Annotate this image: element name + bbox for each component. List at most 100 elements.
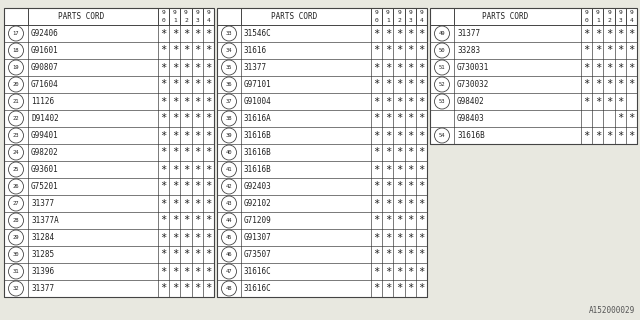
Text: 31377A: 31377A — [31, 216, 59, 225]
Text: *: * — [396, 131, 402, 140]
Text: *: * — [606, 79, 612, 90]
Text: *: * — [419, 267, 424, 276]
Text: *: * — [194, 97, 200, 107]
Text: 31616B: 31616B — [244, 148, 272, 157]
Text: 9: 9 — [195, 10, 199, 15]
Text: *: * — [161, 62, 167, 73]
Text: *: * — [407, 97, 413, 107]
Text: 17: 17 — [13, 31, 19, 36]
Text: 31377: 31377 — [31, 199, 54, 208]
Text: G71604: G71604 — [31, 80, 59, 89]
Text: *: * — [628, 45, 634, 55]
Text: *: * — [407, 215, 413, 226]
Circle shape — [8, 264, 24, 279]
Text: *: * — [161, 45, 167, 55]
Text: *: * — [595, 62, 601, 73]
Text: *: * — [606, 28, 612, 38]
Text: *: * — [205, 62, 212, 73]
Text: 36: 36 — [226, 82, 232, 87]
Text: *: * — [194, 45, 200, 55]
Text: *: * — [172, 79, 178, 90]
Bar — [217, 8, 427, 297]
Circle shape — [435, 60, 449, 75]
Text: *: * — [205, 148, 212, 157]
Text: 31616B: 31616B — [244, 131, 272, 140]
Text: *: * — [385, 267, 391, 276]
Text: *: * — [374, 62, 380, 73]
Text: D91402: D91402 — [31, 114, 59, 123]
Text: *: * — [396, 233, 402, 243]
Text: *: * — [205, 114, 212, 124]
Text: 28: 28 — [13, 218, 19, 223]
Text: *: * — [396, 148, 402, 157]
Text: 31616C: 31616C — [244, 284, 272, 293]
Text: 1: 1 — [386, 18, 390, 23]
Text: 1: 1 — [173, 18, 177, 23]
Text: *: * — [205, 181, 212, 191]
Text: *: * — [396, 250, 402, 260]
Text: *: * — [419, 284, 424, 293]
Text: 9: 9 — [207, 10, 211, 15]
Text: G97101: G97101 — [244, 80, 272, 89]
Text: *: * — [194, 79, 200, 90]
Text: *: * — [617, 97, 623, 107]
Text: *: * — [205, 131, 212, 140]
Text: *: * — [374, 215, 380, 226]
Text: *: * — [396, 79, 402, 90]
Text: *: * — [374, 198, 380, 209]
Text: *: * — [161, 164, 167, 174]
Text: *: * — [617, 28, 623, 38]
Text: 32: 32 — [13, 286, 19, 291]
Text: *: * — [205, 198, 212, 209]
Text: *: * — [595, 28, 601, 38]
Text: 33283: 33283 — [457, 46, 480, 55]
Text: *: * — [172, 181, 178, 191]
Text: *: * — [396, 28, 402, 38]
Text: *: * — [419, 45, 424, 55]
Text: 9: 9 — [386, 10, 390, 15]
Text: *: * — [183, 148, 189, 157]
Text: *: * — [161, 250, 167, 260]
Text: *: * — [407, 79, 413, 90]
Text: 26: 26 — [13, 184, 19, 189]
Text: *: * — [161, 284, 167, 293]
Text: *: * — [407, 233, 413, 243]
Text: *: * — [205, 284, 212, 293]
Circle shape — [221, 247, 237, 262]
Circle shape — [8, 247, 24, 262]
Text: *: * — [419, 79, 424, 90]
Text: *: * — [205, 45, 212, 55]
Text: 51: 51 — [439, 65, 445, 70]
Text: 29: 29 — [13, 235, 19, 240]
Text: *: * — [172, 131, 178, 140]
Text: *: * — [385, 284, 391, 293]
Text: *: * — [374, 97, 380, 107]
Text: *: * — [407, 62, 413, 73]
Circle shape — [221, 128, 237, 143]
Circle shape — [8, 60, 24, 75]
Text: 4: 4 — [207, 18, 211, 23]
Text: G71209: G71209 — [244, 216, 272, 225]
Text: 31: 31 — [13, 269, 19, 274]
Circle shape — [435, 77, 449, 92]
Text: *: * — [407, 250, 413, 260]
Text: 31616C: 31616C — [244, 267, 272, 276]
Text: *: * — [584, 131, 589, 140]
Text: 52: 52 — [439, 82, 445, 87]
Text: *: * — [172, 267, 178, 276]
Text: *: * — [419, 97, 424, 107]
Text: *: * — [628, 114, 634, 124]
Text: 42: 42 — [226, 184, 232, 189]
Text: *: * — [419, 28, 424, 38]
Text: *: * — [385, 164, 391, 174]
Circle shape — [221, 111, 237, 126]
Text: *: * — [172, 250, 178, 260]
Circle shape — [8, 111, 24, 126]
Text: *: * — [194, 181, 200, 191]
Text: 9: 9 — [630, 10, 633, 15]
Circle shape — [435, 128, 449, 143]
Text: *: * — [374, 284, 380, 293]
Text: *: * — [407, 131, 413, 140]
Text: 9: 9 — [375, 10, 378, 15]
Circle shape — [435, 26, 449, 41]
